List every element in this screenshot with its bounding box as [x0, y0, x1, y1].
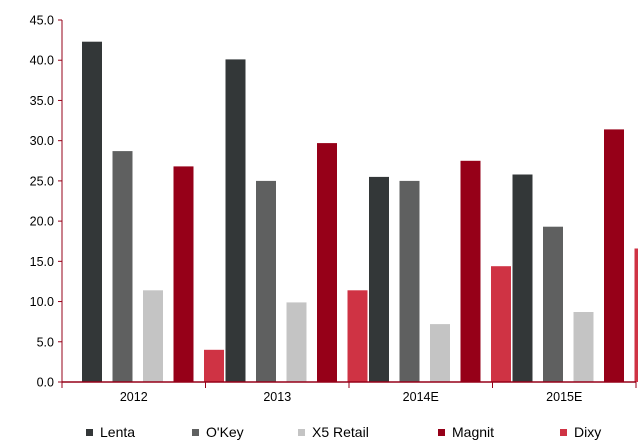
bar-o-key-2014e: [399, 180, 420, 382]
legend-label: X5 Retail: [312, 424, 369, 440]
legend: Lenta O'Key X5 Retail Magnit Dixy: [86, 424, 601, 440]
bar-dixy-2014e: [491, 266, 511, 382]
legend-label: O'Key: [206, 424, 244, 440]
bar-o-key-2013: [256, 180, 276, 382]
bar-x5-retail-2014e: [430, 324, 450, 382]
legend-swatch: [192, 429, 199, 436]
bar-lenta-2013: [225, 59, 246, 383]
bar-magnit-2015e: [604, 129, 624, 382]
legend-swatch: [438, 429, 445, 436]
x-tick-label: 2015E: [546, 390, 582, 404]
bars-layer: [82, 41, 638, 383]
legend-swatch: [560, 429, 567, 436]
bar-dixy-2013: [347, 290, 368, 382]
bar-x5-retail-2015e: [573, 312, 594, 382]
y-axis: 0.0 5.0 10.0 15.0 20.0 25.0 30.0 35.0 40.0 45.0: [30, 14, 63, 390]
y-tick-label: 0.0: [37, 376, 54, 390]
bar-lenta-2014e: [369, 176, 389, 382]
bar-magnit-2014e: [460, 160, 481, 382]
bar-o-key-2012: [112, 151, 133, 382]
legend-label: Lenta: [100, 424, 135, 440]
y-tick-label: 45.0: [30, 14, 54, 28]
bar-x5-retail-2012: [143, 290, 163, 382]
bar-o-key-2015e: [543, 226, 563, 382]
legend-swatch: [86, 429, 93, 436]
y-tick-label: 35.0: [30, 94, 54, 108]
x-axis: 2012 2013 2014E 2015E: [61, 381, 637, 404]
bar-lenta-2015e: [512, 174, 533, 382]
bar-lenta-2012: [82, 41, 102, 382]
y-tick-label: 5.0: [37, 335, 54, 349]
y-tick-label: 20.0: [30, 215, 54, 229]
legend-label: Dixy: [574, 424, 601, 440]
x-tick-label: 2014E: [403, 390, 439, 404]
bar-dixy-2012: [204, 349, 224, 382]
bar-dixy-2015e: [634, 248, 638, 382]
bar-magnit-2013: [317, 143, 337, 382]
y-tick-label: 10.0: [30, 295, 54, 309]
y-tick-label: 30.0: [30, 134, 54, 148]
y-tick-label: 15.0: [30, 255, 54, 269]
x-tick-label: 2012: [120, 390, 148, 404]
y-tick-label: 25.0: [30, 174, 54, 188]
x-tick-label: 2013: [263, 390, 291, 404]
y-tick-label: 40.0: [30, 54, 54, 68]
bar-x5-retail-2013: [286, 302, 307, 382]
legend-label: Magnit: [452, 424, 494, 440]
legend-swatch: [298, 429, 305, 436]
bar-magnit-2012: [173, 166, 194, 382]
